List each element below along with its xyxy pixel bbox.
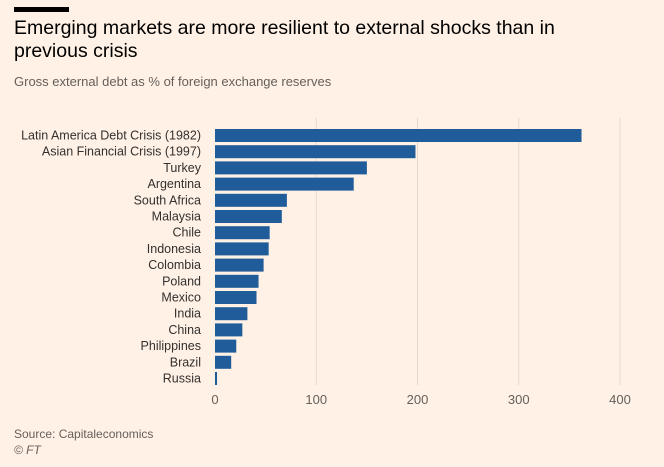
bar-layer — [215, 129, 582, 385]
bar — [215, 274, 259, 288]
category-label: Colombia — [148, 258, 201, 272]
x-tick-label: 100 — [305, 392, 327, 407]
bar — [215, 145, 416, 159]
source-note: Source: Capitaleconomics — [14, 427, 154, 441]
category-label: Malaysia — [152, 210, 201, 224]
category-label: Chile — [173, 226, 202, 240]
category-label: Argentina — [147, 177, 201, 191]
bar — [215, 258, 264, 272]
bar — [215, 193, 287, 207]
category-label: Latin America Debt Crisis (1982) — [21, 129, 201, 143]
bar — [215, 323, 243, 337]
x-tick-label: 0 — [211, 392, 218, 407]
category-label: Russia — [163, 372, 201, 386]
category-label: Indonesia — [147, 242, 201, 256]
chart-title: Emerging markets are more resilient to e… — [14, 17, 555, 62]
x-tick-label: 300 — [508, 392, 530, 407]
bar — [215, 355, 232, 369]
bar — [215, 210, 282, 223]
x-tick-layer: 0 100 200 300 400 — [211, 392, 630, 407]
category-label: Philippines — [141, 339, 201, 353]
bar — [215, 177, 354, 191]
bar — [215, 339, 237, 353]
x-tick-label: 400 — [609, 392, 631, 407]
category-label: South Africa — [134, 193, 201, 207]
category-label: Turkey — [163, 161, 201, 175]
category-label: Poland — [162, 274, 201, 288]
category-label: Brazil — [170, 355, 201, 369]
category-label: Asian Financial Crisis (1997) — [42, 145, 201, 159]
bar — [215, 242, 269, 256]
category-label-layer: Latin America Debt Crisis (1982) Asian Fi… — [21, 129, 202, 386]
bar-chart: Latin America Debt Crisis (1982) Asian Fi… — [21, 118, 631, 407]
ft-credit: © FT — [14, 443, 41, 457]
category-label: China — [168, 323, 201, 337]
bar — [215, 129, 582, 142]
x-tick-label: 200 — [407, 392, 429, 407]
grid-layer — [315, 118, 621, 385]
bar — [215, 226, 270, 240]
chart-subtitle: Gross external debt as % of foreign exch… — [14, 74, 332, 89]
bar — [215, 372, 218, 385]
bar — [215, 161, 367, 175]
title-accent-bar — [14, 7, 69, 12]
bar — [215, 291, 257, 304]
category-label: Mexico — [161, 291, 201, 305]
category-label: India — [174, 307, 201, 321]
bar — [215, 307, 248, 321]
